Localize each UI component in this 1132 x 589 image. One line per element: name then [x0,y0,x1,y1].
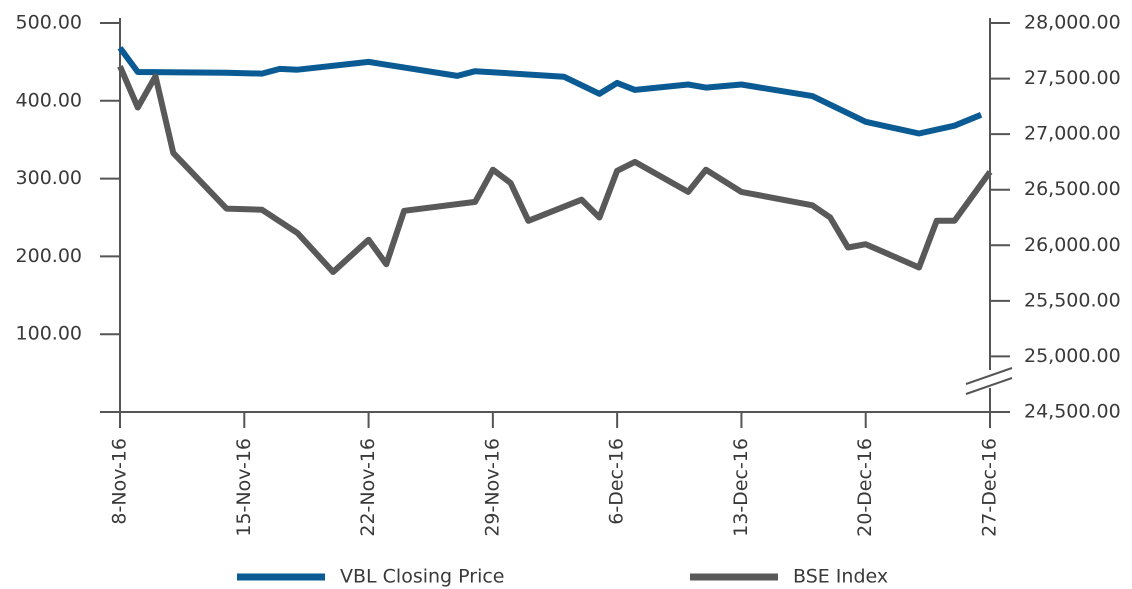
x-tick-label: 8-Nov-16 [109,438,131,525]
y-tick-label: 400.00 [16,89,82,111]
y-tick-label: 500.00 [16,12,82,34]
x-tick-label: 22-Nov-16 [357,438,379,537]
y2-tick-label: 25,500.00 [1024,289,1121,311]
y2-tick-label: 27,500.00 [1024,67,1121,89]
y-tick-label: 300.00 [16,167,82,189]
y2-tick-label: 26,500.00 [1024,178,1121,200]
y2-tick-label: 26,000.00 [1024,234,1121,256]
legend-label: BSE Index [793,566,888,588]
series-line [117,65,993,275]
axis-break [965,377,1013,395]
x-tick-label: 13-Dec-16 [730,438,752,537]
y-tick-label: 200.00 [16,245,82,267]
x-tick-label: 6-Dec-16 [606,438,628,525]
y2-tick-label: 28,000.00 [1024,12,1121,34]
x-tick-label: 27-Dec-16 [979,438,1001,537]
x-tick-label: 29-Nov-16 [481,438,503,537]
y2-tick-label: 25,000.00 [1024,345,1121,367]
legend-label: VBL Closing Price [340,566,505,588]
y2-tick-label: 27,000.00 [1024,123,1121,145]
y2-tick-label: 24,500.00 [1024,401,1121,423]
axis-break [965,367,1013,385]
y-tick-label: 100.00 [16,323,82,345]
x-tick-label: 15-Nov-16 [233,438,255,537]
x-tick-label: 20-Dec-16 [854,438,876,537]
series-line [117,46,983,137]
